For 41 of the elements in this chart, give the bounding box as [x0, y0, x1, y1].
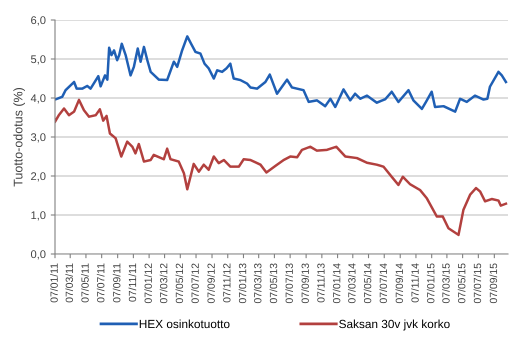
y-axis-title: Tuotto-odotus (%) [13, 88, 25, 186]
x-tick-label: 07/03/14 [348, 263, 356, 304]
x-tick-label: 07/11/12 [222, 264, 231, 302]
line-series [55, 98, 508, 236]
y-tick-label: 3,0 [30, 133, 46, 142]
x-tick-label: 07/01/14 [332, 263, 340, 304]
x-tick-label: 07/05/14 [364, 263, 372, 304]
x-tick-label: 07/09/13 [301, 263, 309, 304]
x-tick-label: 07/05/15 [458, 263, 466, 304]
x-tick-label: 07/11/13 [316, 263, 325, 302]
y-tick-label: 2,0 [31, 172, 46, 182]
x-tick-label: 07/09/11 [112, 264, 120, 302]
x-tick-label: 07/05/12 [175, 264, 184, 304]
x-tick-label: 07/07/13 [285, 263, 293, 304]
x-tick-label: 07/09/14 [395, 263, 404, 304]
x-tick-label: 07/03/15 [442, 263, 450, 304]
y-tick-label: 5,0 [30, 55, 46, 64]
x-tick-label: 07/01/15 [426, 263, 434, 304]
x-tick-label: 07/07/14 [379, 263, 388, 304]
x-tick-label: 07/01/11 [50, 264, 58, 302]
y-tick-label: 1,0 [31, 211, 46, 220]
x-tick-label: 07/05/11 [81, 264, 89, 302]
x-tick-label: 07/01/12 [144, 264, 152, 304]
x-tick-label: 07/11/14 [411, 263, 419, 302]
y-tick-label: 4,0 [30, 94, 46, 104]
legend-label: HEX osinkotuotto [140, 319, 230, 328]
x-tick-label: 07/07/11 [96, 264, 104, 302]
x-tick-label: 07/03/12 [160, 264, 168, 304]
x-tick-label: 07/09/12 [207, 264, 215, 304]
x-tick-label: 07/03/13 [254, 263, 262, 304]
x-tick-label: 07/03/11 [65, 264, 74, 302]
x-tick-label: 07/01/13 [238, 263, 246, 304]
x-tick-label: 07/07/12 [191, 264, 199, 304]
x-tick-label: 07/11/11 [128, 264, 136, 302]
y-tick-label: 6,0 [31, 16, 46, 26]
x-tick-label: 07/07/15 [473, 263, 482, 304]
x-tick-label: 07/09/15 [489, 263, 498, 304]
line-series [55, 35, 508, 113]
legend-label: Saksan 30v jvk korko [339, 319, 450, 331]
x-tick-label: 07/05/13 [270, 263, 278, 304]
y-tick-label: 0,0 [30, 250, 46, 260]
